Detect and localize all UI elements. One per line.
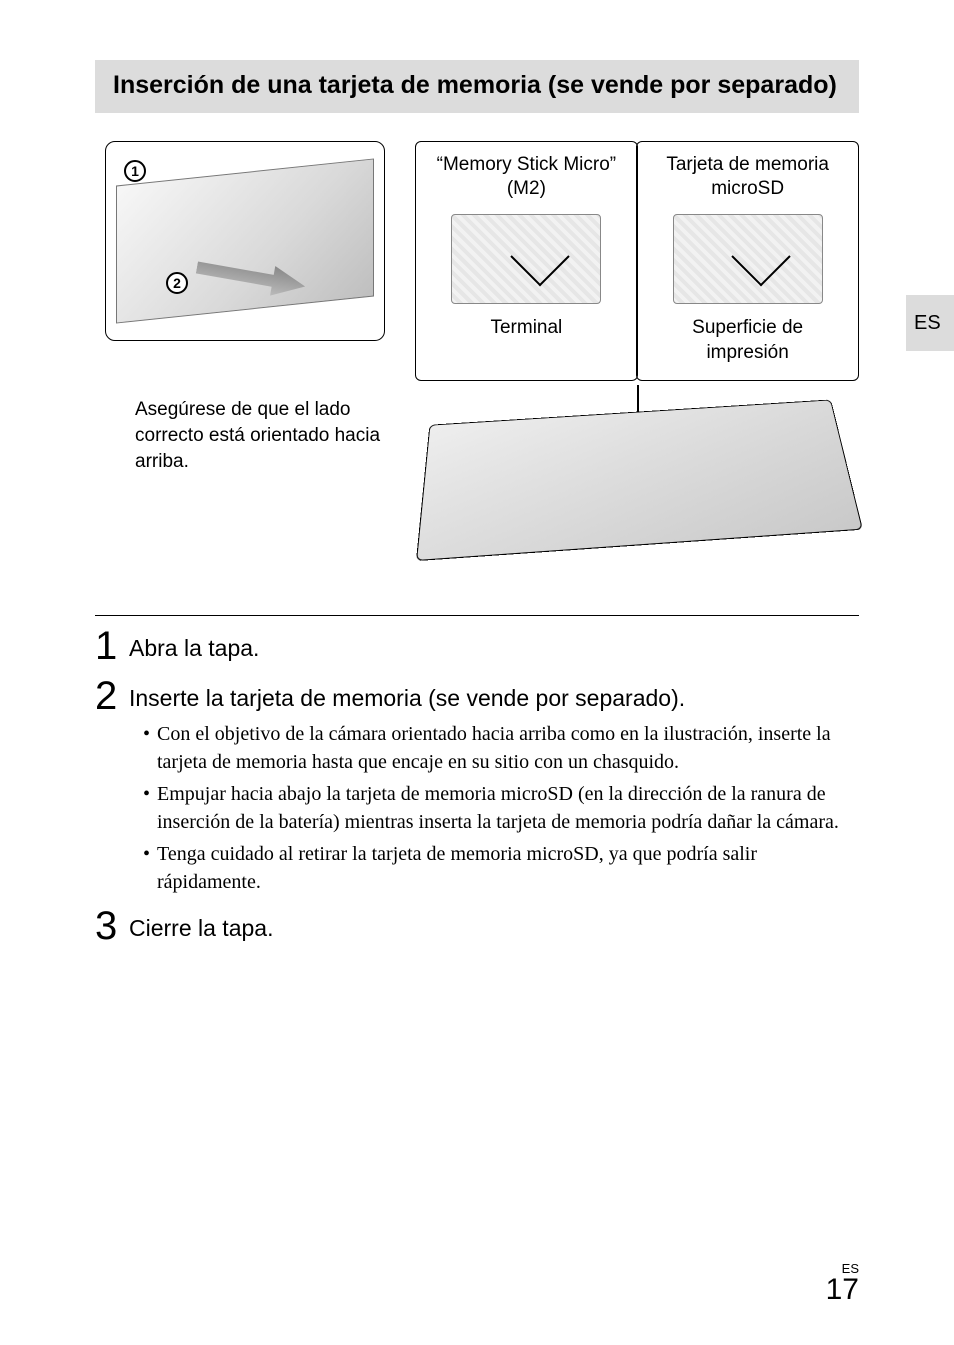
card-box-m2: “Memory Stick Micro” (M2) Terminal [415, 141, 638, 381]
step-body: Cierre la tapa. [129, 906, 859, 950]
step-number: 2 [95, 676, 129, 716]
language-side-tab: ES [906, 295, 954, 351]
step-bullet: Empujar hacia abajo la tarjeta de memori… [143, 780, 859, 836]
card-box-microsd: Tarjeta de memoria microSD Superficie de… [636, 141, 859, 381]
step: 2Inserte la tarjeta de memoria (se vende… [95, 676, 859, 900]
section-title: Inserción de una tarjeta de memoria (se … [95, 60, 859, 113]
manual-page: Inserción de una tarjeta de memoria (se … [0, 0, 954, 1345]
step-number: 3 [95, 906, 129, 946]
device-illustration: 1 2 [105, 141, 385, 341]
diagram-card-types: “Memory Stick Micro” (M2) Terminal Tarje… [415, 141, 859, 555]
card-illustration-m2 [451, 214, 601, 304]
steps-list: 1Abra la tapa.2Inserte la tarjeta de mem… [95, 626, 859, 950]
diagram-area: 1 2 Asegúrese de que el lado correcto es… [95, 141, 859, 555]
step: 1Abra la tapa. [95, 626, 859, 670]
step-title: Cierre la tapa. [129, 914, 859, 944]
step-bullet: Con el objetivo de la cámara orientado h… [143, 720, 859, 776]
diagram-open-cover: 1 2 Asegúrese de que el lado correcto es… [95, 141, 395, 555]
camera-slot-illustration [415, 395, 859, 555]
step-body: Inserte la tarjeta de memoria (se vende … [129, 676, 859, 900]
step-body: Abra la tapa. [129, 626, 859, 670]
orientation-note: Asegúrese de que el lado correcto está o… [95, 397, 395, 474]
card-label-terminal: Terminal [490, 316, 562, 341]
card-title-microsd: Tarjeta de memoria microSD [649, 152, 846, 202]
diagram-step-badge-1: 1 [124, 160, 146, 182]
page-footer: ES 17 [826, 1262, 859, 1305]
divider [95, 615, 859, 616]
step-title: Abra la tapa. [129, 634, 859, 664]
step: 3Cierre la tapa. [95, 906, 859, 950]
step-bullets: Con el objetivo de la cámara orientado h… [129, 720, 859, 896]
footer-page-number: 17 [826, 1273, 859, 1306]
step-title: Inserte la tarjeta de memoria (se vende … [129, 684, 859, 714]
card-label-print-surface: Superficie de impresión [649, 316, 846, 365]
card-title-m2: “Memory Stick Micro” (M2) [428, 152, 625, 202]
step-number: 1 [95, 626, 129, 666]
card-illustration-microsd [673, 214, 823, 304]
step-bullet: Tenga cuidado al retirar la tarjeta de m… [143, 840, 859, 896]
